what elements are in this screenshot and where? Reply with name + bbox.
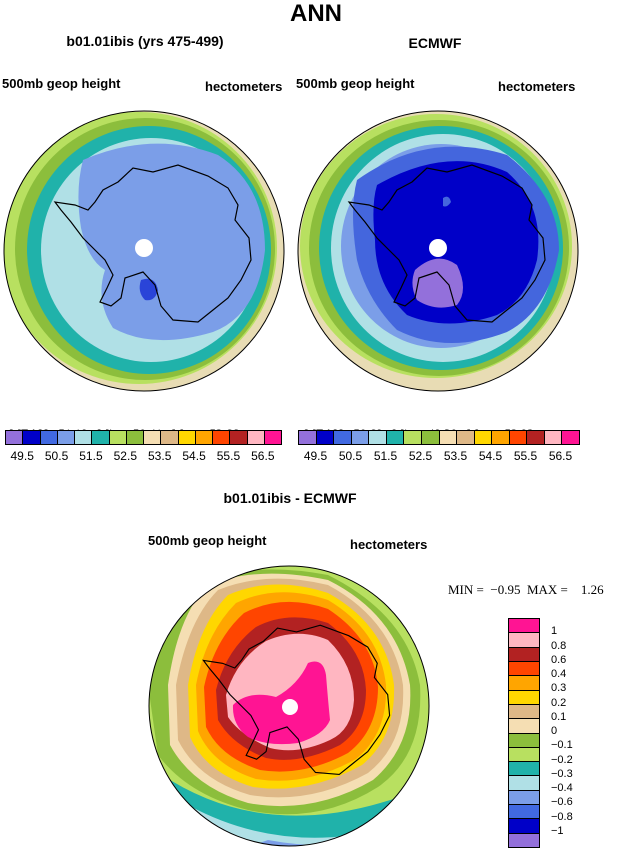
colorbar-swatch (316, 431, 335, 444)
colorbar-swatch (544, 431, 563, 444)
colorbar-label: −0.6 (551, 796, 573, 809)
colorbar-label: −0.1 (551, 739, 573, 752)
colorbar-label: 0.3 (551, 682, 567, 695)
colorbar-swatch (509, 733, 539, 748)
colorbar-swatch (509, 819, 539, 834)
colorbar-swatch (509, 762, 539, 777)
colorbar-swatch (509, 690, 539, 705)
colorbar-label: 51.5 (79, 449, 103, 463)
diff-title: b01.01ibis - ECMWF (223, 490, 357, 506)
colorbar-label: 52.5 (408, 449, 433, 463)
colorbar-swatch (509, 647, 539, 662)
colorbar-label: 0.4 (551, 668, 567, 680)
panel2-units-label: hectometers (498, 79, 576, 94)
panel1-colorbar (5, 430, 282, 445)
colorbar-label: 53.5 (443, 449, 468, 463)
colorbar-swatch (527, 431, 545, 444)
colorbar-swatch (264, 431, 281, 444)
panel2-polar-map (297, 110, 579, 392)
colorbar-swatch (6, 431, 24, 444)
panel1-units-label: hectometers (205, 79, 283, 94)
colorbar-label: 54.5 (182, 449, 206, 463)
colorbar-swatch (57, 431, 75, 444)
diff-polar-map (148, 565, 430, 847)
colorbar-swatch (247, 431, 265, 444)
colorbar-label: −1 (551, 824, 564, 837)
colorbar-swatch (334, 431, 352, 444)
colorbar-swatch (509, 747, 539, 763)
colorbar-swatch (509, 661, 539, 677)
diff-minmax: MIN = −0.95 MAX = 1.26 (448, 582, 604, 597)
colorbar-swatch (75, 431, 93, 444)
colorbar-swatch (144, 431, 162, 444)
colorbar-label: 0.1 (551, 710, 567, 723)
colorbar-swatch (509, 431, 528, 444)
colorbar-swatch (474, 431, 493, 444)
colorbar-swatch (213, 431, 231, 444)
colorbar-label: 50.5 (338, 449, 363, 463)
colorbar-label: 56.5 (548, 449, 573, 463)
colorbar-swatch (509, 676, 539, 691)
panel1-polar-map (3, 110, 285, 392)
colorbar-swatch (421, 431, 440, 444)
panel1-variable-label: 500mb geop height (2, 76, 121, 91)
colorbar-label: 54.5 (478, 449, 503, 463)
colorbar-swatch (509, 619, 539, 634)
colorbar-swatch (195, 431, 213, 444)
colorbar-swatch (457, 431, 475, 444)
colorbar-label: −0.2 (551, 753, 573, 766)
panel1-title: b01.01ibis (yrs 475-499) (66, 33, 224, 49)
colorbar-swatch (509, 833, 539, 847)
colorbar-swatch (492, 431, 510, 444)
diff-colorbar (508, 618, 540, 848)
panel1-pole-marker (135, 239, 153, 257)
panel2-title: ECMWF (408, 35, 462, 51)
colorbar-label: 0.6 (551, 653, 567, 666)
colorbar-label: 51.5 (373, 449, 398, 463)
colorbar-label: 52.5 (113, 449, 137, 463)
colorbar-swatch (299, 431, 317, 444)
colorbar-swatch (351, 431, 370, 444)
colorbar-swatch (509, 704, 539, 720)
panel2-variable-label: 500mb geop height (296, 76, 415, 91)
colorbar-swatch (386, 431, 405, 444)
colorbar-swatch (92, 431, 110, 444)
diff-units-label: hectometers (350, 537, 428, 552)
panel2-pole-marker (429, 239, 447, 257)
colorbar-label: 0.8 (551, 639, 567, 652)
colorbar-swatch (109, 431, 127, 444)
diff-variable-label: 500mb geop height (148, 533, 267, 548)
colorbar-swatch (509, 776, 539, 791)
colorbar-label: 49.5 (303, 449, 328, 463)
colorbar-swatch (126, 431, 144, 444)
colorbar-label: 53.5 (148, 449, 172, 463)
colorbar-swatch (178, 431, 196, 444)
colorbar-swatch (509, 790, 539, 806)
colorbar-label: −0.3 (551, 767, 573, 780)
colorbar-label: 56.5 (251, 449, 275, 463)
colorbar-label: −0.8 (551, 810, 573, 823)
colorbar-swatch (230, 431, 248, 444)
colorbar-swatch (161, 431, 179, 444)
colorbar-swatch (562, 431, 579, 444)
colorbar-label: −0.4 (551, 782, 573, 794)
diff-pole-marker (282, 699, 298, 715)
colorbar-swatch (439, 431, 458, 444)
panel2-colorbar (298, 430, 580, 445)
colorbar-swatch (369, 431, 387, 444)
colorbar-label: 0.2 (551, 696, 567, 709)
colorbar-label: 1 (551, 625, 558, 638)
colorbar-swatch (404, 431, 422, 444)
colorbar-label: 55.5 (216, 449, 241, 463)
colorbar-swatch (509, 633, 539, 648)
page-title: ANN (290, 0, 342, 27)
colorbar-label: 50.5 (44, 449, 69, 463)
colorbar-label: 55.5 (513, 449, 538, 463)
colorbar-swatch (40, 431, 58, 444)
colorbar-label: 49.5 (10, 449, 34, 463)
colorbar-label: 0 (551, 725, 558, 737)
colorbar-swatch (509, 805, 539, 820)
colorbar-swatch (509, 719, 539, 734)
colorbar-swatch (23, 431, 41, 444)
